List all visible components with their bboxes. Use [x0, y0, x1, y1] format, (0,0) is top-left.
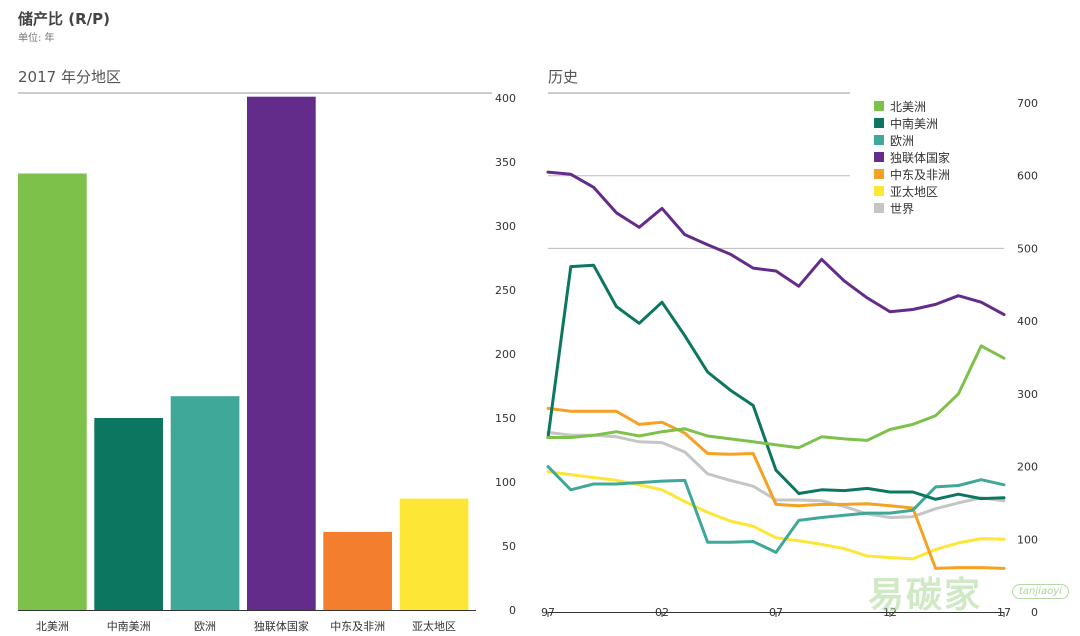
bar-panel-title: 2017 年分地区	[18, 68, 121, 86]
line-y-tick-label: 100	[1017, 533, 1038, 546]
legend-label-3: 欧洲	[890, 134, 914, 148]
bar-y-tick-label: 50	[502, 540, 516, 553]
line-x-tick-label: 12	[883, 606, 897, 619]
legend-label-5: 中东及非洲	[890, 167, 950, 182]
legend-label-7: 世界	[890, 202, 914, 216]
line-y-tick-label: 300	[1017, 388, 1038, 401]
legend-swatch-1	[874, 101, 884, 111]
watermark-logo: 易碳家	[868, 575, 983, 616]
line-x-tick-label: 17	[997, 606, 1011, 619]
line-x-tick-label: 07	[769, 606, 783, 619]
legend-label-6: 亚太地区	[890, 184, 938, 199]
bar-category-label: 北美洲	[36, 620, 69, 633]
bar-category-label: 中东及非洲	[330, 620, 385, 633]
series-line-1	[546, 344, 1006, 450]
line-x-tick-label: 02	[655, 606, 669, 619]
series-line-6	[546, 470, 1006, 561]
legend-swatch-7	[874, 203, 884, 213]
bar-category-label: 中南美洲	[107, 620, 151, 633]
bar-2	[94, 418, 163, 610]
bar-y-tick-label: 200	[495, 348, 516, 361]
bar-y-tick-label: 0	[509, 604, 516, 617]
bar-y-tick-label: 150	[495, 412, 516, 425]
line-y-tick-label: 200	[1017, 461, 1038, 474]
series-line-5	[546, 406, 1006, 570]
bar-category-label: 亚太地区	[412, 620, 456, 633]
line-y-tick-label: 600	[1017, 170, 1038, 183]
bar-y-tick-label: 100	[495, 476, 516, 489]
line-y-tick-label: 0	[1031, 606, 1038, 619]
chart-title: 储产比 (R/P)	[18, 10, 110, 28]
series-line-3	[546, 465, 1006, 554]
legend-swatch-3	[874, 135, 884, 145]
bar-category-label: 独联体国家	[254, 619, 309, 633]
bar-y-tick-label: 400	[495, 92, 516, 105]
line-y-tick-label: 500	[1017, 242, 1038, 255]
legend-swatch-4	[874, 152, 884, 162]
bar-y-tick-label: 250	[495, 284, 516, 297]
line-panel-title: 历史	[548, 68, 579, 86]
legend-label-2: 中南美洲	[890, 116, 938, 131]
line-y-tick-label: 700	[1017, 97, 1038, 110]
bar-6	[399, 498, 469, 610]
bar-3	[170, 396, 240, 610]
legend-label-4: 独联体国家	[890, 150, 950, 165]
watermark-sub: tanjiaoyi	[1012, 584, 1069, 599]
series-line-4	[546, 170, 1006, 317]
bar-y-tick-label: 350	[495, 156, 516, 169]
legend-swatch-2	[874, 118, 884, 128]
bar-y-tick-label: 300	[495, 220, 516, 233]
series-line-2	[546, 263, 1006, 501]
bar-category-label: 欧洲	[194, 620, 216, 633]
bar-5	[323, 531, 392, 610]
legend-swatch-6	[874, 186, 884, 196]
line-x-tick-label: 97	[541, 606, 555, 619]
line-y-tick-label: 400	[1017, 315, 1038, 328]
legend-label-1: 北美洲	[890, 100, 926, 114]
series-line-7	[546, 430, 1006, 519]
unit-label: 单位: 年	[18, 33, 55, 44]
bar-1	[18, 173, 87, 610]
bar-4	[247, 96, 316, 610]
legend-swatch-5	[874, 169, 884, 179]
